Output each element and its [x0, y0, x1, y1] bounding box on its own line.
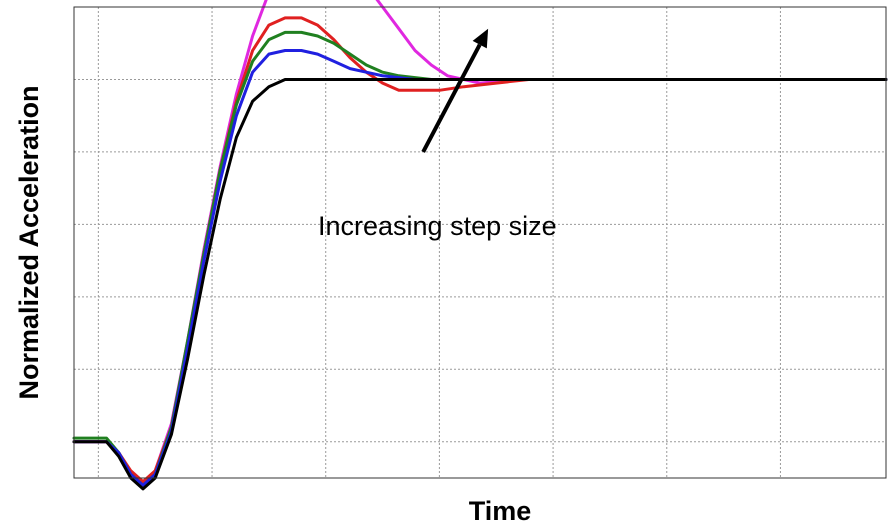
series-group — [72, 0, 888, 491]
annotation-arrow-head — [472, 28, 489, 49]
annotation-label: Increasing step size — [318, 211, 557, 241]
annotation-arrow — [421, 43, 482, 153]
series-line-1 — [72, 16, 888, 484]
annotation: Increasing step size — [318, 28, 557, 241]
y-axis-label: Normalized Acceleration — [14, 85, 44, 399]
series-line-0 — [72, 0, 888, 487]
grid-lines — [74, 6, 886, 478]
series-line-4 — [72, 78, 888, 491]
series-line-2 — [72, 30, 888, 487]
series-line-3 — [72, 49, 888, 487]
x-axis-label: Time — [469, 496, 532, 526]
plot-area-frame — [73, 6, 887, 479]
